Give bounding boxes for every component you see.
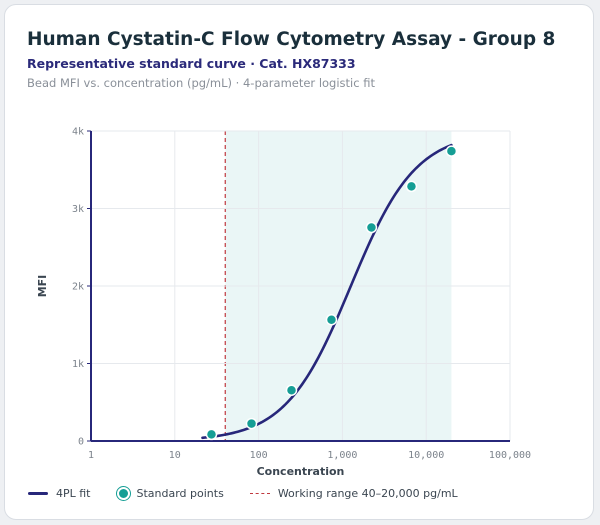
x-tick-label: 1 <box>88 450 94 461</box>
y-tick-label: 4k <box>72 127 84 138</box>
legend-item-fit[interactable]: 4PL fit <box>28 487 91 500</box>
standard-point <box>365 221 378 234</box>
chart-caption: Bead MFI vs. concentration (pg/mL) · 4-p… <box>27 76 375 90</box>
standard-point <box>325 313 338 326</box>
legend-range-swatch <box>249 493 270 494</box>
y-axis-title: MFI <box>36 275 49 298</box>
x-tick-label: 100 <box>250 450 268 461</box>
x-tick-label: 10 <box>169 450 181 461</box>
chart-legend: 4PL fit Standard points Working range 40… <box>28 487 484 500</box>
standard-point <box>285 384 298 396</box>
grid-layer: 1 10 100 1,000 10,000 100,000 0 1k 2k 3k 4k <box>72 127 531 462</box>
y-tick-label: 1k <box>72 359 84 370</box>
chart-title: Human Cystatin-C Flow Cytometry Assay - … <box>27 29 556 50</box>
legend-range-label: Working range 40–20,000 pg/mL <box>277 487 458 500</box>
fit-curve-4pl <box>201 143 453 440</box>
legend-points-label: Standard points <box>136 487 224 500</box>
legend-item-range[interactable]: Working range 40–20,000 pg/mL <box>249 487 458 500</box>
x-axis-title: Concentration <box>257 465 345 478</box>
x-tick-label: 10,000 <box>408 450 444 461</box>
y-tick-label: 2k <box>72 282 84 293</box>
standard-point <box>405 180 418 193</box>
y-tick-label: 0 <box>78 437 84 448</box>
fit-layer <box>201 143 453 440</box>
chart-subtitle: Representative standard curve · Cat. HX8… <box>27 56 356 71</box>
legend-item-points[interactable]: Standard points <box>116 487 224 500</box>
legend-fit-swatch <box>28 492 48 495</box>
x-tick-label: 1,000 <box>327 450 357 461</box>
standard-point <box>445 145 458 157</box>
y-tick-label: 3k <box>72 204 84 215</box>
x-tick-label: 100,000 <box>489 450 531 461</box>
legend-fit-label: 4PL fit <box>56 487 91 500</box>
standard-point <box>245 417 258 430</box>
standard-point <box>205 428 218 441</box>
legend-points-swatch <box>116 487 130 500</box>
standard-curve-chart: 1 10 100 1,000 10,000 100,000 0 1k 2k 3k 4k Concen… <box>36 127 531 479</box>
axes-layer <box>90 131 510 442</box>
points-layer <box>205 145 458 441</box>
